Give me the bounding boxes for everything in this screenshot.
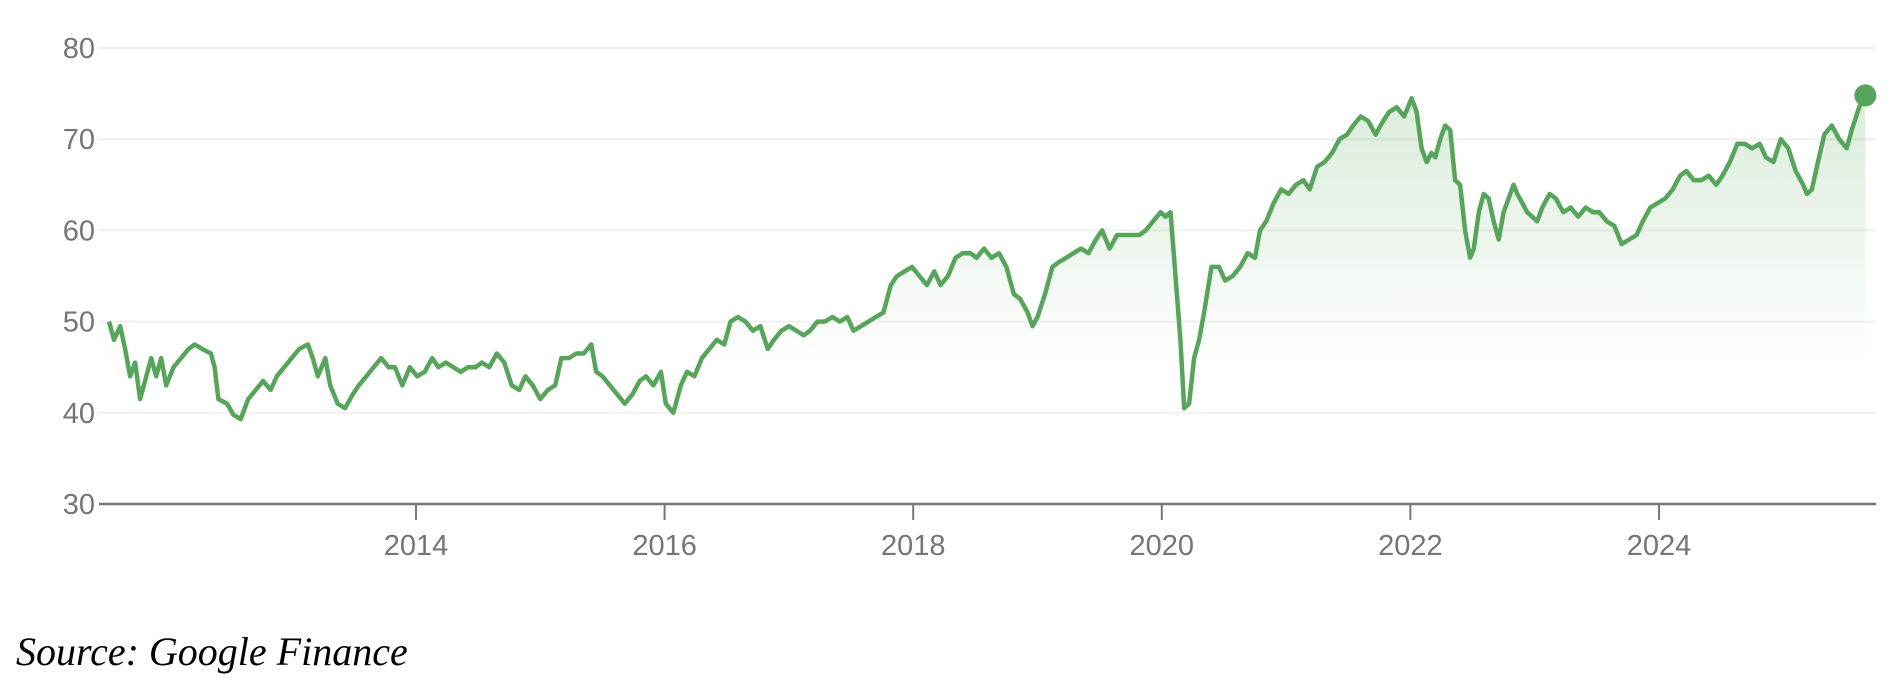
- y-tick-label: 50: [63, 307, 95, 339]
- last-price-marker: [1854, 84, 1877, 107]
- stock-price-chart: 2014 2016 2018 2020 2022 2024 30 40 50 60 70 80: [63, 33, 1877, 562]
- source-caption: Source: Google Finance: [16, 629, 408, 674]
- x-tick-label: 2018: [881, 530, 946, 562]
- y-tick-label: 30: [63, 489, 95, 521]
- y-tick-label: 70: [63, 124, 95, 156]
- x-axis: 2014 2016 2018 2020 2022 2024: [99, 502, 1876, 562]
- x-tick-label: 2020: [1130, 530, 1195, 562]
- x-tick-label: 2016: [632, 530, 697, 562]
- x-tick-label: 2022: [1378, 530, 1443, 562]
- y-tick-label: 60: [63, 215, 95, 247]
- x-tick-label: 2024: [1627, 530, 1692, 562]
- y-axis: 30 40 50 60 70 80: [63, 33, 95, 521]
- y-tick-label: 40: [63, 398, 95, 430]
- price-area-fill: [108, 95, 1866, 420]
- y-tick-label: 80: [63, 33, 95, 65]
- price-line: [106, 94, 1868, 422]
- x-tick-label: 2014: [384, 530, 449, 562]
